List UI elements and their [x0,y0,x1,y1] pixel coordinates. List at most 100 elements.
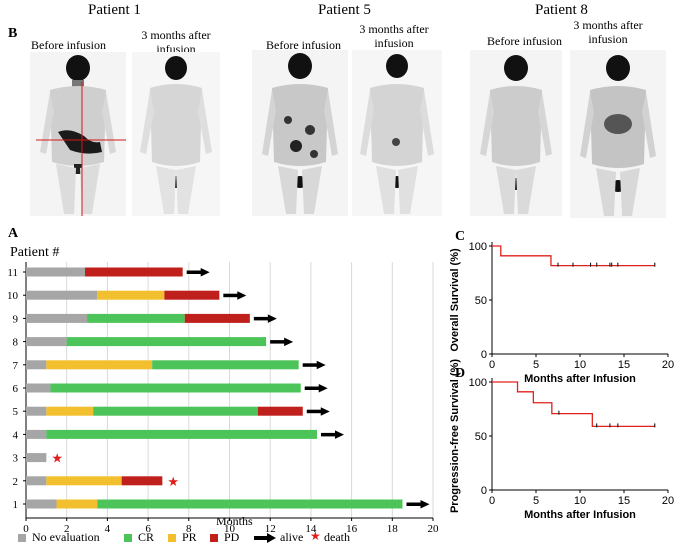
patient-1-before-label: Before infusion [31,38,106,52]
panel-a-letter: A [8,226,19,241]
x-tick-label-8: 8 [186,523,192,535]
pet-scan-patient-5-after [352,50,442,216]
patient-5-after-label: 3 months after infusion [359,22,429,50]
bar-patient-4-no-evaluation [26,429,47,439]
legend-label-cr: CR [138,530,155,544]
alive-arrow-patient-7 [302,360,326,370]
x-tick-label-18: 18 [387,523,399,535]
x-tick-label-12: 12 [265,523,276,535]
y-tick-label-2: 2 [13,476,19,488]
bar-patient-10-no-evaluation [26,290,98,300]
km-chart-overall-survival: 0 50 100 0 5 10 15 20 Months after Infusion Overa… [449,241,674,385]
x-tick-label-20: 20 [662,359,674,371]
alive-arrow-patient-11 [186,268,210,277]
alive-arrow-patient-8 [270,337,294,347]
x-axis-label: Months after Infusion [524,509,636,521]
alive-arrow-patient-10 [223,291,247,300]
x-tick-label-14: 14 [305,523,317,535]
pet-scan-patient-1-after [132,52,220,216]
y-axis-label: Progression-free Survival (%) [449,359,461,513]
panel-d-letter: D [455,366,466,381]
y-tick-label-3: 3 [13,453,19,465]
legend-label-no-evaluation: No evaluation [32,530,100,544]
legend-swatch-cr [124,534,132,542]
x-tick-label-0: 0 [489,495,495,507]
panel-c-letter: C [455,229,466,244]
x-tick-label-2: 2 [64,523,70,535]
patient-8-before-label: Before infusion [487,34,562,48]
pet-scan-patient-8-before [470,50,562,216]
patient-5-before-label: Before infusion [266,38,341,52]
x-axis-label: Months after Infusion [524,373,636,385]
x-tick-label-15: 15 [618,495,630,507]
y-tick-label-7: 7 [13,360,19,372]
km-curve [492,245,655,267]
bar-patient-3-no-evaluation [26,453,47,463]
y-tick-label-50: 50 [475,295,487,307]
x-tick-label-16: 16 [346,523,358,535]
y-tick-label-6: 6 [13,383,19,395]
legend-arrow-icon [254,533,276,543]
alive-arrow-patient-5 [306,407,330,416]
pet-scan-patient-5-before [252,50,348,216]
y-tick-label-9: 9 [13,313,19,325]
legend-swatch-pr [168,534,176,542]
legend-star-icon: ★ [310,529,321,543]
bar-patient-7-no-evaluation [26,360,47,370]
y-tick-label-0: 0 [481,485,487,497]
legend-swatch-pd [210,534,218,542]
x-tick-label-10: 10 [574,359,586,371]
panel-a-xlabel: Months [216,514,253,528]
bar-patient-10-pd [164,290,220,300]
y-tick-label-100: 100 [469,377,487,389]
bar-patient-2-no-evaluation [26,476,47,486]
bar-patient-1-cr [97,499,403,509]
bar-patient-2-pr [46,476,122,486]
legend-label-pr: PR [182,530,197,544]
x-tick-label-10: 10 [224,523,236,535]
legend-label-death: death [324,530,350,544]
bar-patient-2-pd [121,476,163,486]
x-tick-label-5: 5 [533,495,539,507]
bar-patient-5-cr [93,406,258,416]
bar-patient-1-pr [56,499,98,509]
death-star-patient-2: ★ [167,475,179,490]
bar-patient-1-no-evaluation [26,499,57,509]
bar-patient-8-no-evaluation [26,337,67,347]
y-tick-label-10: 10 [7,290,19,302]
x-tick-label-6: 6 [145,523,151,535]
panel-a-ylabel: Patient # [10,245,60,260]
alive-arrow-patient-6 [304,384,328,393]
patient-1-title: Patient 1 [88,2,141,18]
y-tick-label-100: 100 [469,241,487,253]
bar-patient-5-no-evaluation [26,406,47,416]
panel-b-letter: B [8,26,18,41]
y-tick-label-11: 11 [7,267,18,279]
pet-scan-patient-1-before [30,52,126,216]
x-tick-label-0: 0 [23,523,29,535]
bar-patient-4-cr [46,429,318,439]
legend: No evaluation CR PR PD alive ★ death [18,529,438,546]
y-tick-label-8: 8 [13,337,19,349]
y-tick-label-1: 1 [13,499,19,511]
y-tick-label-5: 5 [13,406,19,418]
alive-arrow-patient-9 [253,314,277,323]
x-tick-label-15: 15 [618,359,630,371]
legend-swatch-no-evaluation [18,534,26,542]
bar-patient-9-cr [87,313,185,323]
patient-8-after-label: 3 months after infusion [573,18,643,46]
bar-patient-11-pd [85,267,183,277]
death-star-patient-3: ★ [51,452,63,467]
x-tick-label-0: 0 [489,359,495,371]
bar-patient-5-pd [257,406,303,416]
x-tick-label-5: 5 [533,359,539,371]
x-tick-label-20: 20 [662,495,674,507]
bar-patient-6-cr [50,383,301,393]
alive-arrow-patient-1 [406,500,430,509]
y-tick-label-50: 50 [475,431,487,443]
bar-patient-9-pd [184,313,250,323]
y-tick-label-4: 4 [13,429,19,441]
x-tick-label-4: 4 [105,523,111,535]
